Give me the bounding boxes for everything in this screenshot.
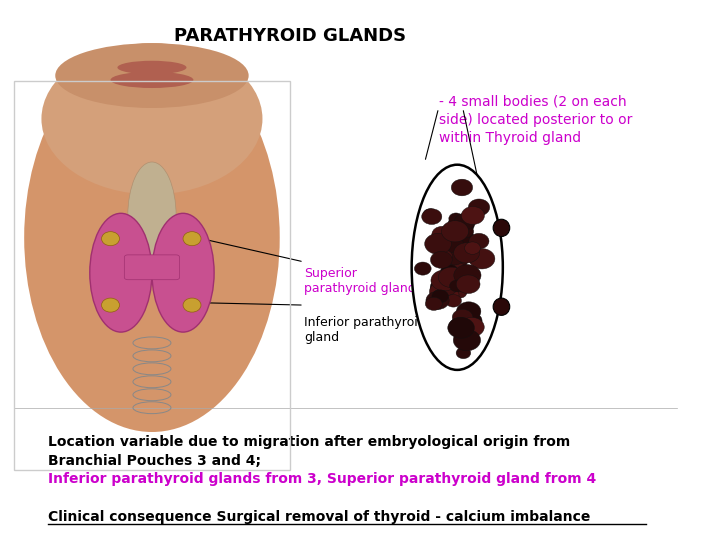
Ellipse shape bbox=[117, 60, 186, 74]
Circle shape bbox=[454, 329, 480, 351]
FancyBboxPatch shape bbox=[125, 255, 179, 280]
Circle shape bbox=[432, 226, 453, 242]
Circle shape bbox=[449, 318, 472, 335]
Circle shape bbox=[436, 275, 456, 290]
Circle shape bbox=[415, 262, 431, 275]
Circle shape bbox=[431, 251, 452, 268]
Circle shape bbox=[443, 265, 457, 276]
Circle shape bbox=[458, 225, 474, 238]
Circle shape bbox=[429, 281, 456, 302]
Text: Clinical consequence Surgical removal of thyroid - calcium imbalance: Clinical consequence Surgical removal of… bbox=[48, 510, 590, 524]
Circle shape bbox=[441, 265, 458, 278]
Circle shape bbox=[102, 232, 120, 246]
Circle shape bbox=[454, 243, 480, 263]
Circle shape bbox=[183, 232, 201, 246]
Text: Location variable due to migration after embryological origin from
Branchial Pou: Location variable due to migration after… bbox=[48, 435, 570, 468]
Text: - 4 small bodies (2 on each
side) located posterior to or
within Thyroid gland: - 4 small bodies (2 on each side) locate… bbox=[438, 94, 632, 145]
Circle shape bbox=[423, 208, 437, 219]
Ellipse shape bbox=[412, 165, 503, 370]
Circle shape bbox=[431, 270, 458, 291]
Circle shape bbox=[433, 290, 446, 300]
Circle shape bbox=[456, 330, 469, 340]
Ellipse shape bbox=[42, 43, 263, 194]
Circle shape bbox=[432, 290, 449, 303]
Circle shape bbox=[426, 297, 442, 310]
Circle shape bbox=[442, 267, 464, 284]
Ellipse shape bbox=[110, 72, 194, 88]
Circle shape bbox=[446, 273, 459, 284]
Circle shape bbox=[452, 309, 473, 325]
Circle shape bbox=[438, 267, 464, 287]
Circle shape bbox=[430, 279, 452, 296]
Text: PARATHYROID GLANDS: PARATHYROID GLANDS bbox=[174, 27, 406, 45]
Text: Superior
parathyroid gland: Superior parathyroid gland bbox=[304, 267, 415, 295]
Circle shape bbox=[183, 298, 201, 312]
Circle shape bbox=[446, 294, 462, 307]
Circle shape bbox=[441, 274, 459, 288]
Circle shape bbox=[441, 236, 464, 254]
Circle shape bbox=[448, 228, 474, 248]
Circle shape bbox=[422, 209, 442, 225]
Circle shape bbox=[446, 252, 463, 265]
Text: Inferior parathyroid glands from 3, Superior parathyroid gland from 4: Inferior parathyroid glands from 3, Supe… bbox=[48, 472, 597, 487]
Circle shape bbox=[451, 179, 472, 196]
Ellipse shape bbox=[152, 213, 214, 332]
Circle shape bbox=[464, 242, 480, 254]
Circle shape bbox=[449, 280, 464, 292]
Circle shape bbox=[437, 280, 457, 295]
Circle shape bbox=[462, 206, 485, 225]
Circle shape bbox=[460, 312, 482, 329]
Circle shape bbox=[455, 256, 468, 266]
Circle shape bbox=[454, 265, 478, 283]
Circle shape bbox=[459, 318, 485, 337]
Circle shape bbox=[425, 233, 451, 254]
Ellipse shape bbox=[55, 43, 248, 108]
Ellipse shape bbox=[90, 213, 152, 332]
Circle shape bbox=[448, 214, 474, 235]
Circle shape bbox=[461, 269, 476, 281]
Ellipse shape bbox=[493, 219, 510, 237]
Circle shape bbox=[468, 199, 490, 215]
Circle shape bbox=[449, 262, 465, 275]
Circle shape bbox=[438, 287, 459, 303]
Circle shape bbox=[464, 320, 480, 333]
Circle shape bbox=[448, 318, 474, 338]
Circle shape bbox=[449, 213, 463, 224]
Circle shape bbox=[456, 302, 481, 321]
Circle shape bbox=[102, 298, 120, 312]
Circle shape bbox=[454, 265, 481, 286]
Circle shape bbox=[456, 275, 480, 294]
Circle shape bbox=[469, 233, 489, 249]
Circle shape bbox=[452, 287, 467, 298]
Ellipse shape bbox=[127, 162, 176, 270]
Circle shape bbox=[426, 292, 449, 309]
Circle shape bbox=[456, 347, 471, 359]
Circle shape bbox=[441, 221, 469, 242]
Bar bbox=[14, 81, 290, 470]
Ellipse shape bbox=[24, 43, 280, 432]
Circle shape bbox=[438, 250, 452, 262]
Text: Inferior parathyroid
gland: Inferior parathyroid gland bbox=[304, 316, 426, 344]
Circle shape bbox=[454, 213, 475, 230]
Circle shape bbox=[469, 248, 495, 269]
Ellipse shape bbox=[493, 298, 510, 315]
